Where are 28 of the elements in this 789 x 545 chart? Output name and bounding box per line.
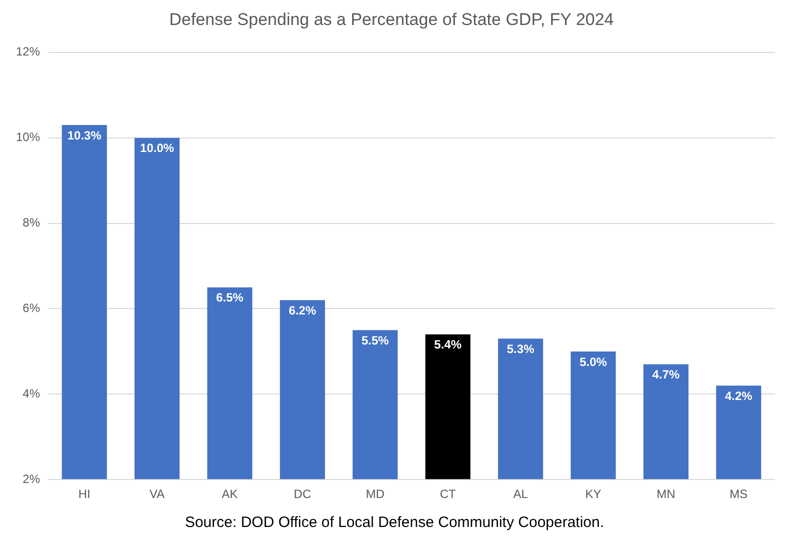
data-label: 5.4% [434,338,462,352]
data-label: 5.0% [580,354,608,369]
x-tick-label: MN [656,487,676,502]
x-tick-label: DC [294,487,312,502]
y-tick-label: 6% [22,301,40,316]
y-tick-label: 2% [22,472,40,486]
data-label: 10.3% [67,128,102,142]
y-tick-label: 8% [22,216,40,230]
x-tick-label: KY [585,487,602,502]
data-label: 5.3% [506,342,535,356]
source-note: Source: DOD Office of Local Defense Community Cooperation. [184,514,606,531]
data-label: 4.7% [652,368,680,382]
data-label: 4.2% [724,388,753,403]
data-label: 5.5% [361,333,390,348]
x-tick-label: MS [730,487,748,502]
x-tick-label: VA [150,487,165,502]
y-tick-label: 10% [16,130,40,144]
chart-title: Defense Spending as a Percentage of State GDP, FY 2024 [169,10,614,29]
y-tick-label: 4% [22,386,40,400]
x-tick-label: HI [78,487,90,502]
data-label: 10.0% [140,141,174,156]
x-tick-label: MD [366,487,385,502]
y-tick-label: 12% [16,44,40,59]
x-tick-label: CT [440,487,457,502]
data-label: 6.5% [216,290,244,305]
x-tick-label: AK [222,487,238,502]
x-tick-label: AL [513,487,528,502]
data-label: 6.2% [288,303,316,318]
